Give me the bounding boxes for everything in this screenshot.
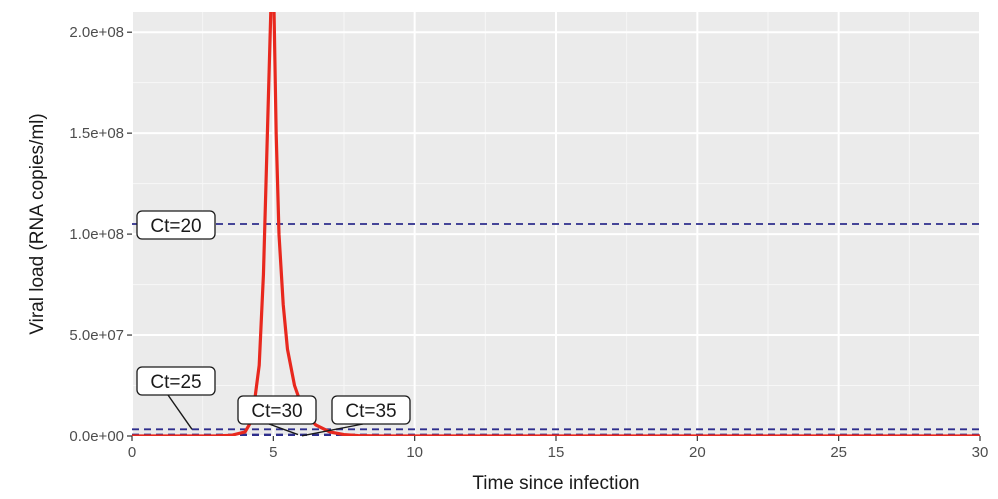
x-tick-label: 20 bbox=[689, 444, 706, 461]
annotation-leader bbox=[167, 394, 193, 430]
x-tick-labels: 0 5 10 15 20 25 30 bbox=[128, 444, 989, 461]
x-tick-label: 5 bbox=[269, 444, 277, 461]
y-axis-title: Viral load (RNA copies/ml) bbox=[27, 113, 48, 334]
x-tick-label: 25 bbox=[830, 444, 847, 461]
y-tick-label: 5.0e+07 bbox=[69, 327, 124, 344]
annotation-leader bbox=[301, 423, 364, 437]
x-tick-label: 0 bbox=[128, 444, 136, 461]
x-tick-label: 30 bbox=[972, 444, 989, 461]
x-tick-label: 15 bbox=[548, 444, 565, 461]
y-tick-label: 1.5e+08 bbox=[69, 125, 124, 142]
annotation-label: Ct=35 bbox=[345, 401, 396, 422]
annotation-label: Ct=30 bbox=[251, 401, 302, 422]
x-axis-title: Time since infection bbox=[472, 473, 639, 494]
y-tick-label: 1.0e+08 bbox=[69, 226, 124, 243]
x-tick-label: 10 bbox=[406, 444, 423, 461]
annotation-box bbox=[331, 395, 411, 425]
y-tick-labels: 0.0e+00 5.0e+07 1.0e+08 1.5e+08 2.0e+08 bbox=[69, 24, 124, 445]
annotation-box bbox=[237, 395, 317, 425]
axis-ticks bbox=[127, 31, 981, 441]
threshold-annotations: Ct=20 Ct=25 Ct=30 Ct=35 bbox=[136, 210, 411, 437]
annotation-label: Ct=20 bbox=[150, 216, 201, 237]
y-tick-label: 0.0e+00 bbox=[69, 428, 124, 445]
annotation-leader bbox=[268, 423, 299, 436]
annotation-box bbox=[136, 366, 216, 396]
y-tick-label: 2.0e+08 bbox=[69, 24, 124, 41]
annotation-label: Ct=25 bbox=[150, 372, 201, 393]
annotation-box bbox=[136, 210, 216, 240]
